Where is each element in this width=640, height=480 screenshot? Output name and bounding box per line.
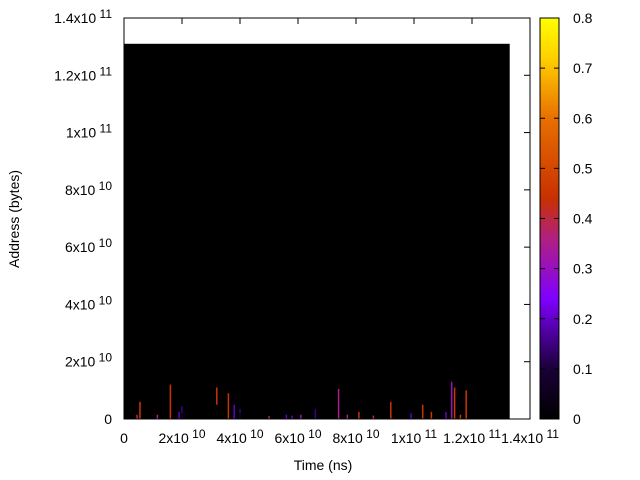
y-tick-label: 0 xyxy=(104,411,112,427)
colorbar-tick-label: 0.5 xyxy=(573,160,593,176)
heatmap-cell xyxy=(216,387,218,405)
heatmap-background-region xyxy=(124,43,510,420)
y-axis-label: Address (bytes) xyxy=(6,170,22,268)
colorbar-tick-label: 0 xyxy=(573,411,581,427)
heatmap-cell xyxy=(268,416,270,419)
plot-border xyxy=(123,17,531,420)
heatmap-cell xyxy=(450,381,453,419)
heatmap-cell xyxy=(181,406,183,419)
heatmap-cell xyxy=(233,404,235,419)
colorbar-tick-label: 0.6 xyxy=(573,110,593,126)
colorbar-tick-label: 0.8 xyxy=(573,10,593,26)
heatmap-cell xyxy=(445,411,447,419)
colorbar-tick-label: 0.4 xyxy=(573,211,593,227)
heatmap-cell xyxy=(372,415,375,419)
heatmap-cell xyxy=(227,393,230,419)
heatmap-cell xyxy=(285,414,288,419)
colorbar-tick-label: 0.7 xyxy=(573,60,593,76)
heatmap-cell xyxy=(390,401,392,419)
x-axis-label: Time (ns) xyxy=(294,457,353,473)
heatmap-cell xyxy=(314,408,317,419)
heatmap-cell xyxy=(358,411,360,419)
heatmap-cell xyxy=(337,388,340,419)
heatmap-cell xyxy=(465,390,467,419)
colorbar-tick-label: 0.1 xyxy=(573,361,593,377)
heatmap-cell xyxy=(136,414,138,419)
heatmap-cell xyxy=(300,414,302,419)
heatmap-cell xyxy=(156,414,159,419)
heatmap-area xyxy=(124,43,510,420)
x-tick-label: 0 xyxy=(120,430,128,446)
heatmap-cell xyxy=(139,401,141,419)
colorbar-tick-label: 0.3 xyxy=(573,261,593,277)
heatmap-cell xyxy=(169,384,172,419)
heatmap-cell xyxy=(291,415,293,419)
heatmap-cell xyxy=(410,413,412,419)
heatmap-cell xyxy=(453,387,456,419)
heatmap-cell xyxy=(178,411,180,419)
colorbar-ticks: 0 0.1 0.2 0.3 0.4 0.5 0.6 0.7 0.8 xyxy=(540,10,593,427)
heatmap-cell xyxy=(421,404,424,419)
heatmap-cell xyxy=(346,414,349,419)
heatmap-cell xyxy=(459,414,462,419)
heatmap-cell xyxy=(430,411,433,419)
colorbar-tick-label: 0.2 xyxy=(573,311,593,327)
